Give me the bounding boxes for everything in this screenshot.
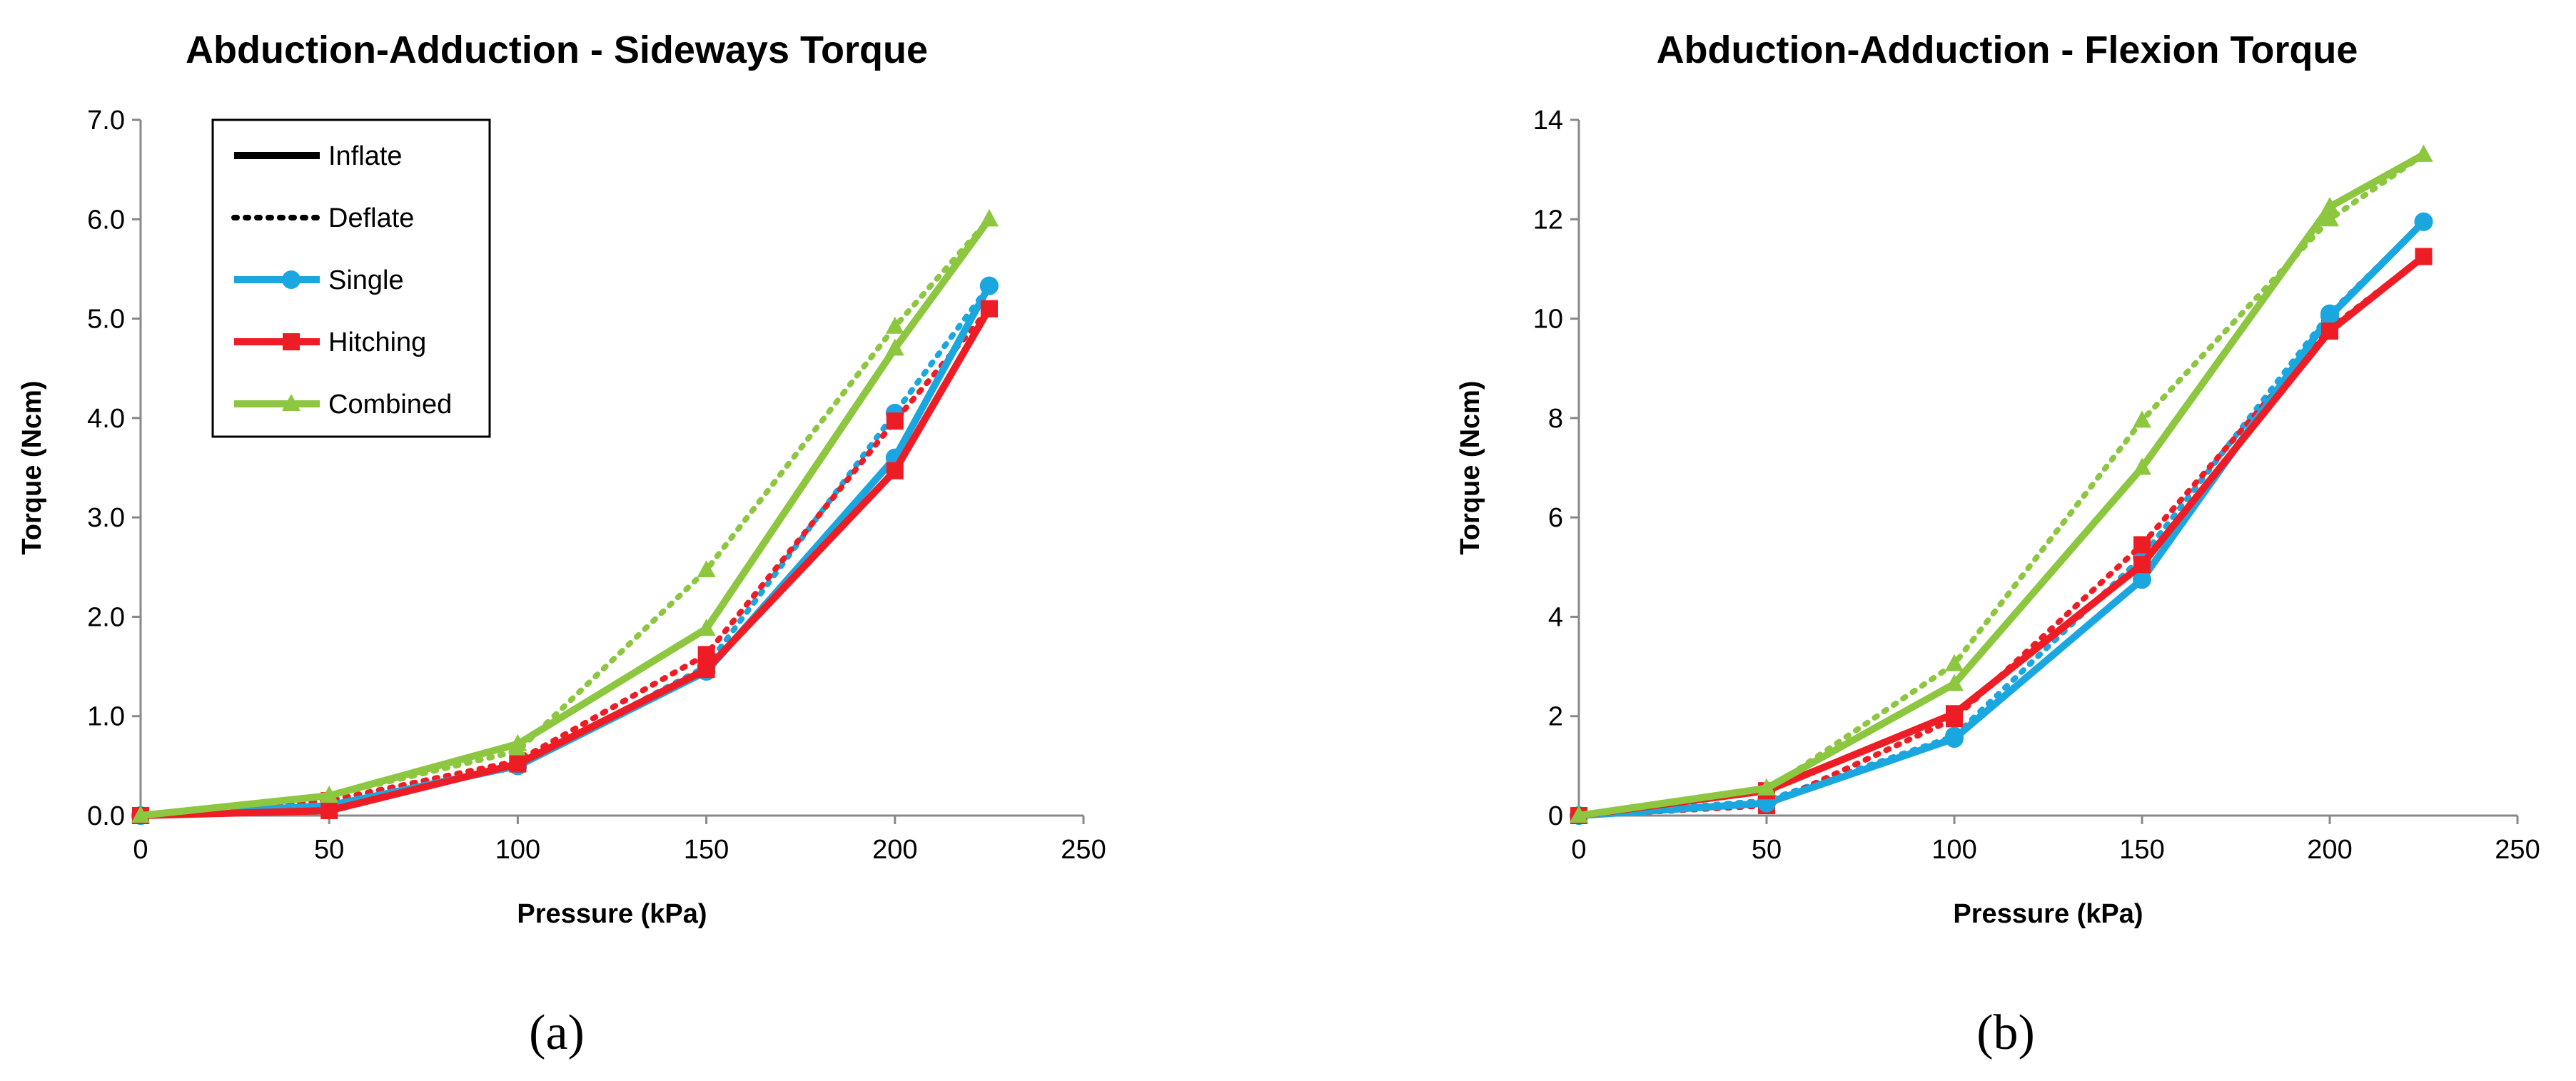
marker-combined-inflate (508, 734, 527, 751)
marker-combined-inflate (131, 806, 150, 823)
panel-label-b: (b) (1976, 1005, 2035, 1060)
y-tick-label: 5.0 (87, 305, 125, 335)
x-tick-label: 0 (133, 835, 148, 865)
legend-label-combined: Combined (328, 390, 452, 420)
y-tick-label: 2.0 (87, 602, 125, 632)
marker-combined-deflate (1945, 654, 1964, 671)
line-hitching-inflate (1578, 253, 2426, 819)
chart-a-sideways-torque: Abduction-Adduction - Sideways Torque 0.0… (17, 29, 1106, 929)
marker-combined-inflate (1757, 778, 1776, 796)
series-combined-inflate (1570, 144, 2433, 823)
y-tick-label: 6 (1548, 503, 1563, 533)
y-axis-label: Torque (Ncm) (1455, 380, 1485, 554)
marker-hitching-inflate (320, 802, 338, 820)
chart-title: Abduction-Adduction - Flexion Torque (1657, 29, 2358, 71)
marker-hitching-inflate (1946, 705, 1963, 723)
line-single-inflate (1578, 219, 2427, 819)
marker-combined-inflate (2320, 196, 2339, 214)
line-combined-inflate (140, 217, 992, 819)
x-tick-label: 100 (495, 835, 540, 865)
marker-combined-inflate (2414, 144, 2433, 162)
marker-hitching-inflate (697, 661, 715, 679)
chart-b-flexion-torque: Abduction-Adduction - Flexion Torque 0 2 4 6… (1455, 29, 2540, 929)
line-hitching-deflate (138, 305, 992, 818)
marker-combined-inflate (1570, 806, 1588, 823)
x-tick-label: 150 (2119, 835, 2164, 865)
marker-hitching-deflate (2133, 536, 2151, 554)
series-single-deflate (1570, 212, 2433, 825)
legend-marker-combined (282, 394, 300, 411)
y-tick-label: 12 (1533, 205, 1563, 235)
line-hitching-deflate (1576, 253, 2427, 818)
y-tick-label: 2 (1548, 702, 1563, 732)
y-tick-label: 3.0 (87, 503, 125, 533)
x-tick-label: 150 (684, 835, 729, 865)
legend-label-single: Single (328, 265, 404, 295)
marker-single-inflate (2133, 570, 2151, 589)
legend-marker-hitching (283, 333, 300, 350)
y-tick-label: 0 (1548, 801, 1563, 831)
marker-hitching-inflate (886, 462, 904, 479)
y-axis-label: Torque (Ncm) (17, 380, 47, 554)
series-hitching-deflate (1570, 248, 2433, 824)
legend-label-inflate: Inflate (328, 141, 403, 171)
x-tick-label: 250 (1061, 835, 1106, 865)
marker-combined-inflate (979, 209, 999, 227)
x-axis-label: Pressure (kPa) (1953, 899, 2143, 929)
y-tick-label: 10 (1533, 305, 1563, 335)
marker-single-inflate (1945, 729, 1964, 748)
marker-combined-inflate (697, 619, 716, 636)
marker-combined-deflate (2133, 410, 2151, 428)
marker-hitching-inflate (2133, 556, 2151, 574)
marker-single-inflate (2414, 212, 2433, 231)
marker-single-inflate (2320, 307, 2339, 326)
y-tick-label: 6.0 (87, 205, 125, 235)
y-tick-label: 8 (1548, 404, 1563, 434)
y-tick-label: 14 (1533, 106, 1563, 136)
marker-combined-inflate (1945, 674, 1964, 691)
chart-title: Abduction-Adduction - Sideways Torque (186, 29, 928, 71)
marker-hitching-deflate (886, 412, 904, 430)
x-tick-label: 200 (872, 835, 917, 865)
series-combined-inflate (131, 209, 999, 823)
panel-label-a: (a) (529, 1005, 585, 1060)
legend-marker-single (282, 270, 300, 289)
marker-hitching-inflate (2321, 322, 2338, 340)
legend: Inflate Deflate Single Hitching Combined (211, 118, 491, 438)
series-hitching-inflate (1570, 248, 2433, 824)
x-tick-label: 100 (1931, 835, 1976, 865)
x-tick-label: 250 (2495, 835, 2540, 865)
y-tick-label: 1.0 (87, 702, 125, 732)
y-tick-label: 7.0 (87, 106, 125, 136)
marker-combined-deflate (2320, 209, 2339, 227)
marker-hitching-inflate (980, 300, 998, 318)
line-hitching-inflate (140, 307, 993, 819)
legend-label-deflate: Deflate (328, 203, 414, 233)
x-axis-label: Pressure (kPa) (517, 899, 707, 929)
marker-combined-deflate (885, 316, 904, 334)
marker-combined-inflate (320, 786, 339, 803)
marker-combined-inflate (885, 338, 904, 356)
marker-single-inflate (979, 276, 999, 295)
x-tick-label: 50 (1752, 835, 1782, 865)
line-combined-inflate (1578, 151, 2425, 819)
x-tick-label: 50 (314, 835, 344, 865)
marker-hitching-inflate (2415, 248, 2433, 265)
series-hitching-inflate (132, 300, 998, 824)
series-single-inflate (1570, 212, 2433, 825)
x-tick-label: 200 (2307, 835, 2352, 865)
line-single-deflate (1576, 218, 2427, 818)
x-tick-label: 0 (1571, 835, 1586, 865)
y-tick-label: 4.0 (87, 404, 125, 434)
marker-combined-inflate (2133, 457, 2151, 475)
y-tick-label: 0.0 (87, 801, 125, 831)
y-tick-label: 4 (1548, 602, 1563, 632)
marker-combined-deflate (697, 559, 716, 577)
marker-hitching-inflate (509, 755, 527, 773)
legend-label-hitching: Hitching (328, 328, 426, 357)
